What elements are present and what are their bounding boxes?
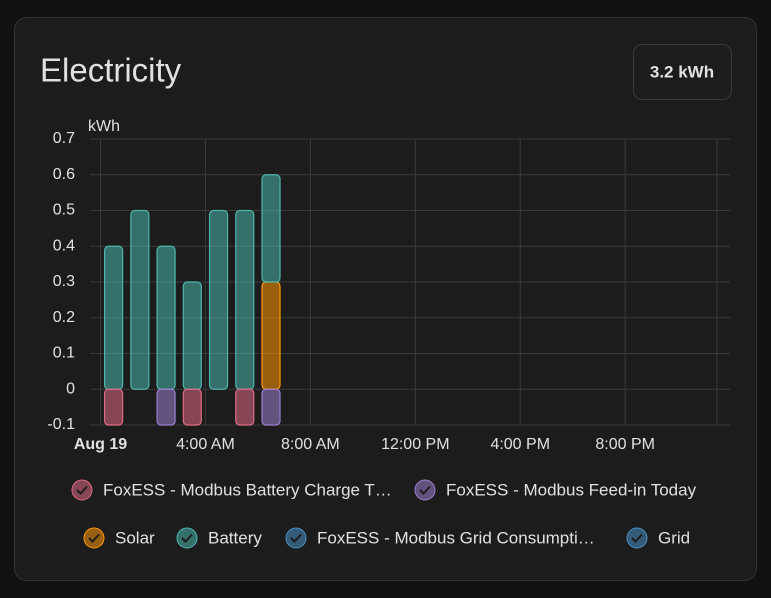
y-tick-label: 0.6: [53, 166, 75, 183]
legend-check: [76, 485, 88, 495]
bar: [182, 281, 202, 390]
legend-icon: [83, 527, 105, 549]
legend-icon: [176, 527, 198, 549]
bar: [261, 388, 281, 426]
x-tick-label: Aug 19: [74, 436, 127, 453]
bar: [156, 245, 176, 390]
legend-label: Grid: [658, 528, 690, 547]
x-tick-label: 4:00 AM: [176, 436, 235, 453]
x-tick-label: 12:00 PM: [381, 436, 449, 453]
legend-check: [181, 533, 193, 543]
x-tick-label: 8:00 PM: [595, 436, 655, 453]
bar: [235, 388, 255, 426]
y-tick-label: 0.2: [53, 309, 75, 326]
y-tick-label: 0.7: [53, 130, 75, 147]
bar: [235, 209, 255, 390]
card: [14, 17, 757, 581]
x-tick-label: 8:00 AM: [281, 436, 340, 453]
bar: [104, 245, 124, 390]
legend-icon: [285, 527, 307, 549]
y-tick-label: 0.3: [53, 273, 75, 290]
y-tick-label: 0.4: [53, 237, 75, 254]
legend-check: [88, 533, 100, 543]
bar: [104, 388, 124, 426]
legend-label: FoxESS - Modbus Battery Charge T…: [103, 480, 392, 499]
y-tick-label: 0: [66, 380, 75, 397]
legend-icon: [71, 479, 93, 501]
legend-item[interactable]: FoxESS - Modbus Battery Charge T…: [71, 479, 392, 501]
legend-label: FoxESS - Modbus Feed-in Today: [446, 480, 697, 499]
total: 3.2 kWh: [650, 62, 714, 81]
legend-item[interactable]: FoxESS - Modbus Grid Consumpti…: [285, 527, 595, 549]
legend-item[interactable]: FoxESS - Modbus Feed-in Today: [414, 479, 697, 501]
legend-item[interactable]: Battery: [176, 527, 262, 549]
total-badge: [633, 44, 732, 100]
legend-label: FoxESS - Modbus Grid Consumpti…: [317, 528, 595, 547]
legend-check: [419, 485, 431, 495]
bar: [261, 281, 281, 390]
bar: [182, 388, 202, 426]
bar: [130, 209, 150, 390]
legend-check: [290, 533, 302, 543]
y-tick-label: 0.1: [53, 345, 75, 362]
y-tick-label: -0.1: [47, 416, 75, 433]
bar: [261, 174, 281, 283]
bar: [208, 209, 229, 390]
legend-icon: [626, 527, 648, 549]
y-tick-label: 0.5: [53, 202, 75, 219]
legend-icon: [414, 479, 436, 501]
legend-item[interactable]: Grid: [626, 527, 690, 549]
bar: [156, 388, 176, 426]
legend-check: [631, 533, 643, 543]
legend-label: Battery: [208, 528, 262, 547]
chart-title: Electricity: [40, 52, 182, 89]
legend-item[interactable]: Solar: [83, 527, 155, 549]
x-tick-label: 4:00 PM: [490, 436, 550, 453]
y-axis-label: kWh: [88, 118, 120, 135]
legend-label: Solar: [115, 528, 155, 547]
